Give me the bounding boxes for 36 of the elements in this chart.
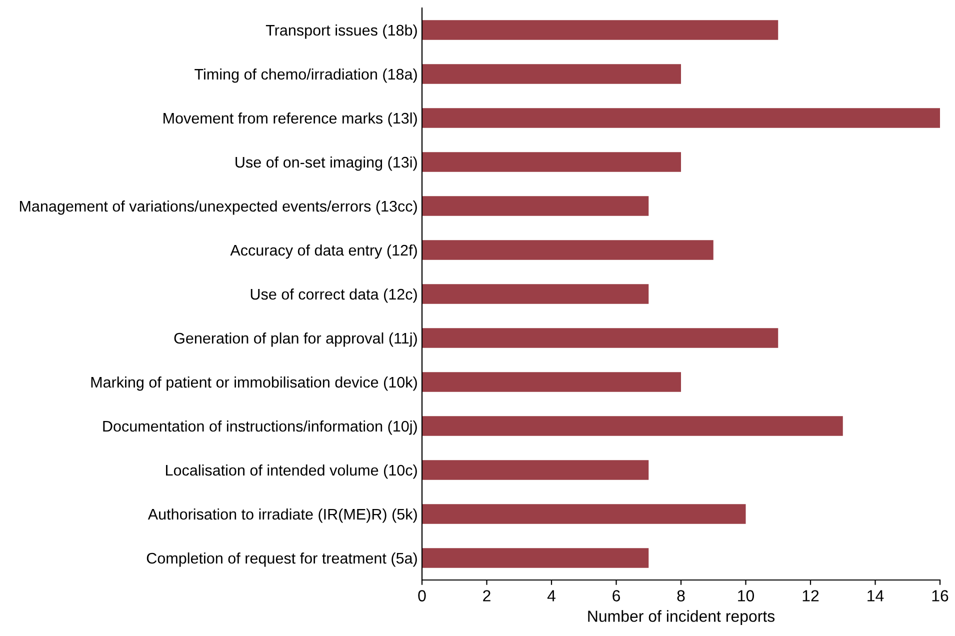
y-tick-label: Generation of plan for approval (11j) [174,332,417,347]
bar [422,64,681,84]
bar [422,240,714,260]
y-tick-label: Use of on-set imaging (13i) [236,156,417,171]
x-tick-label: 0 [418,590,426,602]
bar [422,460,649,480]
bar [422,20,778,40]
bar [422,372,681,392]
x-tick-label: 16 [932,590,948,602]
x-tick-label: 4 [547,590,556,602]
bar [422,328,778,348]
x-axis-title: Number of incident reports [588,610,775,626]
y-tick-label: Completion of request for treatment (5a) [146,552,417,567]
y-tick-label: Use of correct data (12c) [250,288,417,303]
bar [422,152,681,172]
bar [422,504,746,524]
y-tick-label: Localisation of intended volume (10c) [166,464,417,479]
x-tick-label: 8 [677,590,685,602]
y-tick-label: Movement from reference marks (13l) [164,112,417,127]
x-tick-label: 2 [483,590,490,602]
bar [422,284,649,304]
y-tick-label: Authorisation to irradiate (IR(ME)R) (5k) [148,508,417,523]
y-tick-label: Timing of chemo/irradiation (18a) [194,68,417,83]
y-tick-label: Marking of patient or immobilisation device (10k) [91,376,417,391]
x-tick-label: 6 [612,590,620,602]
y-tick-label: Management of variations/unexpected events/errors (13cc) [20,200,417,215]
x-tick-label: 14 [868,590,884,602]
bar [422,196,649,216]
bar [422,108,940,128]
bar [422,416,843,436]
x-tick-label: 10 [738,590,754,602]
x-tick-label: 12 [802,590,819,602]
y-tick-label: Accuracy of data entry (12f) [230,244,417,259]
y-tick-label: Documentation of instructions/information (10j) [103,420,417,435]
bar [422,548,649,568]
y-tick-label: Transport issues (18b) [266,24,417,39]
